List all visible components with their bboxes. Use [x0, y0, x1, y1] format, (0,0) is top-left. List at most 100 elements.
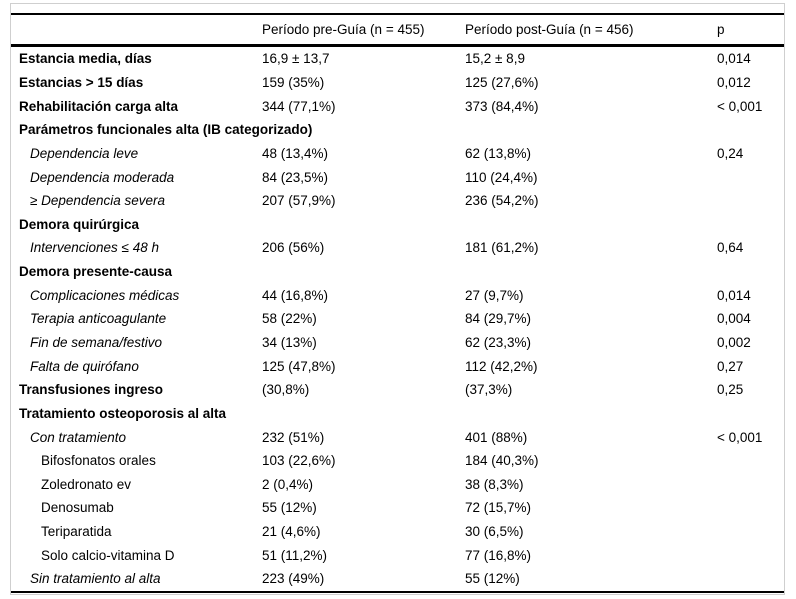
row-label: Denosumab [41, 500, 114, 516]
cell-pre-guia: 55 (12%) [262, 500, 317, 516]
cell-pre-guia: 206 (56%) [262, 240, 325, 256]
table-row: Sin tratamiento al alta 223 (49%) 55 (12%) [11, 567, 784, 591]
results-table-figure: Período pre-Guía (n = 455) Período post-… [10, 3, 785, 595]
cell-p-value: < 0,001 [717, 98, 763, 114]
column-header-pre-guia: Período pre-Guía (n = 455) [262, 22, 425, 37]
row-label: Demora quirúrgica [19, 216, 140, 232]
cell-pre-guia: 125 (47,8%) [262, 358, 336, 374]
row-label: Solo calcio-vitamina D [41, 547, 175, 563]
table-row: Terapia anticoagulante 58 (22%) 84 (29,7%)… [11, 307, 784, 331]
row-label: ≥ Dependencia severa [30, 193, 165, 209]
table-row: Solo calcio-vitamina D 51 (11,2%) 77 (16,8… [11, 543, 784, 567]
cell-pre-guia: 51 (11,2%) [262, 547, 328, 563]
row-label: Intervenciones ≤ 48 h [30, 240, 159, 256]
row-label: Zoledronato ev [41, 476, 132, 492]
cell-p-value: 0,012 [717, 74, 751, 90]
row-label: Terapia anticoagulante [30, 311, 167, 327]
cell-p-value: 0,002 [717, 335, 751, 350]
row-label: Con tratamiento [30, 429, 127, 445]
row-label: Tratamiento osteoporosis al alta [19, 405, 227, 421]
row-label: Sin tratamiento al alta [30, 571, 161, 587]
cell-pre-guia: 48 (13,4%) [262, 145, 329, 161]
row-label: Transfusiones ingreso [19, 382, 164, 398]
cell-post-guia: 401 (88%) [465, 429, 528, 445]
cell-pre-guia: 223 (49%) [262, 571, 325, 587]
cell-p-value: 0,004 [717, 311, 751, 327]
cell-p-value: 0,64 [717, 240, 744, 256]
table-row: Denosumab 55 (12%) 72 (15,7%) [11, 496, 784, 520]
cell-pre-guia: 159 (35%) [262, 74, 325, 90]
cell-p-value: 0,24 [717, 145, 744, 161]
cell-post-guia: (37,3%) [465, 382, 513, 398]
row-label: Teriparatida [41, 524, 112, 540]
cell-p-value: 0,014 [717, 51, 751, 67]
table-row: Teriparatida 21 (4,6%) 30 (6,5%) [11, 520, 784, 544]
cell-pre-guia: 34 (13%) [262, 335, 317, 350]
table-row: Zoledronato ev 2 (0,4%) 38 (8,3%) [11, 473, 784, 497]
cell-pre-guia: 58 (22%) [262, 311, 317, 327]
cell-post-guia: 77 (16,8%) [465, 547, 532, 563]
table-row: Complicaciones médicas 44 (16,8%) 27 (9,7%… [11, 283, 784, 307]
cell-pre-guia: 344 (77,1%) [262, 98, 336, 114]
row-label: Estancia media, días [19, 51, 152, 67]
table-row: Dependencia moderada 84 (23,5%) 110 (24,4%… [11, 165, 784, 189]
table-row: Falta de quirófano 125 (47,8%) 112 (42,2%)… [11, 354, 784, 378]
row-label: Dependencia leve [30, 145, 139, 161]
cell-post-guia: 15,2 ± 8,9 [465, 51, 525, 67]
cell-pre-guia: 207 (57,9%) [262, 193, 336, 209]
cell-post-guia: 62 (23,3%) [465, 335, 532, 350]
cell-post-guia: 62 (13,8%) [465, 145, 532, 161]
cell-post-guia: 112 (42,2%) [465, 358, 538, 374]
row-label: Dependencia moderada [30, 169, 175, 185]
row-label: Demora presente-causa [19, 264, 173, 280]
row-label: Fin de semana/festivo [30, 335, 163, 350]
table-header-row: Período pre-Guía (n = 455) Período post-… [11, 15, 784, 47]
row-label: Falta de quirófano [30, 358, 139, 374]
cell-post-guia: 84 (29,7%) [465, 311, 532, 327]
table-row: Estancias > 15 días 159 (35%) 125 (27,6%) 0… [11, 71, 784, 95]
cell-post-guia: 55 (12%) [465, 571, 520, 587]
table-row: Con tratamiento 232 (51%) 401 (88%) < 0,001 [11, 425, 784, 449]
cell-p-value: 0,25 [717, 382, 744, 398]
cell-post-guia: 38 (8,3%) [465, 476, 524, 492]
table-row: Estancia media, días 16,9 ± 13,7 15,2 ± 8,… [11, 47, 784, 71]
cell-post-guia: 110 (24,4%) [465, 169, 538, 185]
comparison-table: Período pre-Guía (n = 455) Período post-… [11, 13, 784, 593]
cell-pre-guia: 2 (0,4%) [262, 476, 314, 492]
cell-p-value: < 0,001 [717, 429, 763, 445]
cell-p-value: 0,27 [717, 358, 744, 374]
cell-post-guia: 30 (6,5%) [465, 524, 524, 540]
cell-pre-guia: 16,9 ± 13,7 [262, 51, 330, 67]
table-row: Tratamiento osteoporosis al alta [11, 402, 784, 426]
table-row: Demora quirúrgica [11, 212, 784, 236]
cell-post-guia: 125 (27,6%) [465, 74, 539, 90]
cell-post-guia: 72 (15,7%) [465, 500, 532, 516]
cell-post-guia: 236 (54,2%) [465, 193, 539, 209]
cell-pre-guia: 103 (22,6%) [262, 453, 336, 469]
column-header-post-guia: Período post-Guía (n = 456) [465, 22, 634, 37]
table-row: Dependencia leve 48 (13,4%) 62 (13,8%) 0,24 [11, 142, 784, 166]
cell-pre-guia: (30,8%) [262, 382, 310, 398]
table-row: Intervenciones ≤ 48 h 206 (56%) 181 (61,2%… [11, 236, 784, 260]
table-row: ≥ Dependencia severa 207 (57,9%) 236 (54,2… [11, 189, 784, 213]
row-label: Rehabilitación carga alta [19, 98, 179, 114]
cell-pre-guia: 44 (16,8%) [262, 287, 329, 303]
table-row: Fin de semana/festivo 34 (13%) 62 (23,3%) 0… [11, 331, 784, 355]
row-label: Estancias > 15 días [19, 74, 144, 90]
cell-pre-guia: 21 (4,6%) [262, 524, 321, 540]
cell-post-guia: 181 (61,2%) [465, 240, 539, 256]
table-row: Rehabilitación carga alta 344 (77,1%) 373 … [11, 94, 784, 118]
row-label: Parámetros funcionales alta (IB categori… [19, 122, 313, 138]
row-label: Complicaciones médicas [30, 287, 180, 303]
table-row: Parámetros funcionales alta (IB categori… [11, 118, 784, 142]
cell-post-guia: 373 (84,4%) [465, 98, 539, 114]
row-label: Bifosfonatos orales [41, 453, 156, 469]
cell-post-guia: 27 (9,7%) [465, 287, 524, 303]
cell-pre-guia: 232 (51%) [262, 429, 325, 445]
cell-p-value: 0,014 [717, 287, 751, 303]
table-row: Transfusiones ingreso (30,8%) (37,3%) 0,25 [11, 378, 784, 402]
cell-post-guia: 184 (40,3%) [465, 453, 539, 469]
cell-pre-guia: 84 (23,5%) [262, 169, 329, 185]
table-body: Estancia media, días 16,9 ± 13,7 15,2 ± 8,… [11, 47, 784, 593]
column-header-p-value: p [717, 22, 725, 37]
